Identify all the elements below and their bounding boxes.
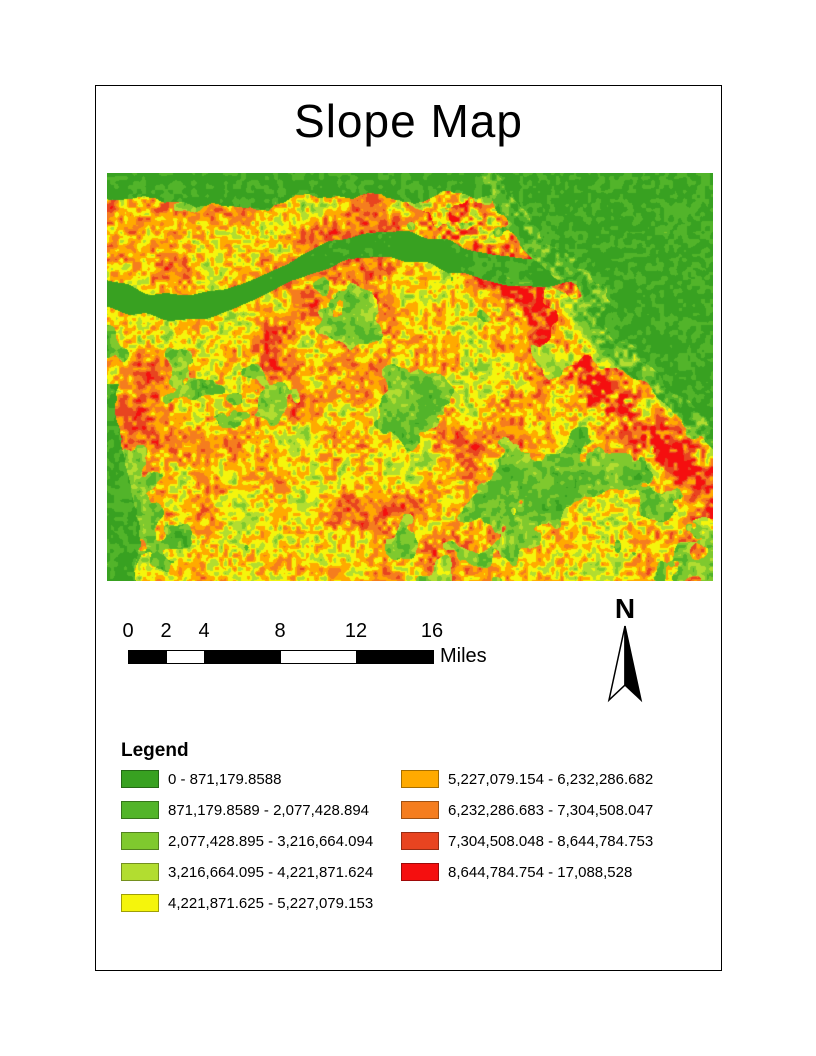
scale-bar-segment (357, 651, 433, 663)
north-arrow-icon (607, 625, 643, 703)
map-title: Slope Map (294, 95, 523, 147)
legend-item-label: 5,227,079.154 - 6,232,286.682 (448, 770, 654, 788)
legend-item: 5,227,079.154 - 6,232,286.682 (401, 770, 653, 788)
scale-bar (128, 650, 434, 664)
scalebar-tick-label: 8 (274, 620, 286, 642)
legend-column-right: 5,227,079.154 - 6,232,286.682 6,232,286.… (401, 770, 653, 912)
legend-column-left: 0 - 871,179.8588 871,179.8589 - 2,077,42… (121, 770, 401, 912)
legend-item: 7,304,508.048 - 8,644,784.753 (401, 832, 653, 850)
map-layout-page: Slope Map 0 2 4 8 12 16 Miles N Legend 0… (95, 85, 722, 971)
legend-item: 0 - 871,179.8588 (121, 770, 401, 788)
legend-item-label: 2,077,428.895 - 3,216,664.094 (168, 832, 374, 850)
legend-swatch (121, 832, 159, 850)
legend-swatch (121, 863, 159, 881)
legend-title: Legend (121, 740, 189, 761)
legend-item-label: 0 - 871,179.8588 (168, 770, 282, 788)
legend-item-label: 871,179.8589 - 2,077,428.894 (168, 801, 370, 819)
legend-item-label: 6,232,286.683 - 7,304,508.047 (448, 801, 654, 819)
legend-swatch (121, 770, 159, 788)
scalebar-tick-label: 16 (420, 620, 444, 642)
legend-item-label: 4,221,871.625 - 5,227,079.153 (168, 894, 374, 912)
scale-bar-segment (167, 651, 205, 663)
legend-swatch (401, 770, 439, 788)
scalebar-tick-label: 4 (198, 620, 210, 642)
legend: 0 - 871,179.8588 871,179.8589 - 2,077,42… (121, 770, 653, 912)
scale-bar-segment (129, 651, 167, 663)
legend-swatch (401, 832, 439, 850)
legend-item: 871,179.8589 - 2,077,428.894 (121, 801, 401, 819)
scalebar-tick-label: 0 (122, 620, 134, 642)
legend-item-label: 3,216,664.095 - 4,221,871.624 (168, 863, 374, 881)
legend-item: 8,644,784.754 - 17,088,528 (401, 863, 653, 881)
legend-item: 3,216,664.095 - 4,221,871.624 (121, 863, 401, 881)
legend-item-label: 8,644,784.754 - 17,088,528 (448, 863, 633, 881)
north-arrow: N (602, 594, 648, 713)
scalebar-unit-label: Miles (440, 645, 487, 667)
slope-raster-map (107, 173, 713, 581)
scale-bar-segment (205, 651, 281, 663)
legend-item-label: 7,304,508.048 - 8,644,784.753 (448, 832, 654, 850)
legend-item: 2,077,428.895 - 3,216,664.094 (121, 832, 401, 850)
scalebar-labels: 0 2 4 8 12 16 (122, 620, 448, 644)
legend-item: 4,221,871.625 - 5,227,079.153 (121, 894, 401, 912)
north-arrow-label: N (614, 593, 636, 624)
legend-item: 6,232,286.683 - 7,304,508.047 (401, 801, 653, 819)
legend-swatch (121, 801, 159, 819)
legend-swatch (401, 801, 439, 819)
scale-bar-segment (281, 651, 357, 663)
legend-swatch (121, 894, 159, 912)
scalebar-tick-label: 12 (344, 620, 368, 642)
scalebar-tick-label: 2 (160, 620, 172, 642)
legend-swatch (401, 863, 439, 881)
